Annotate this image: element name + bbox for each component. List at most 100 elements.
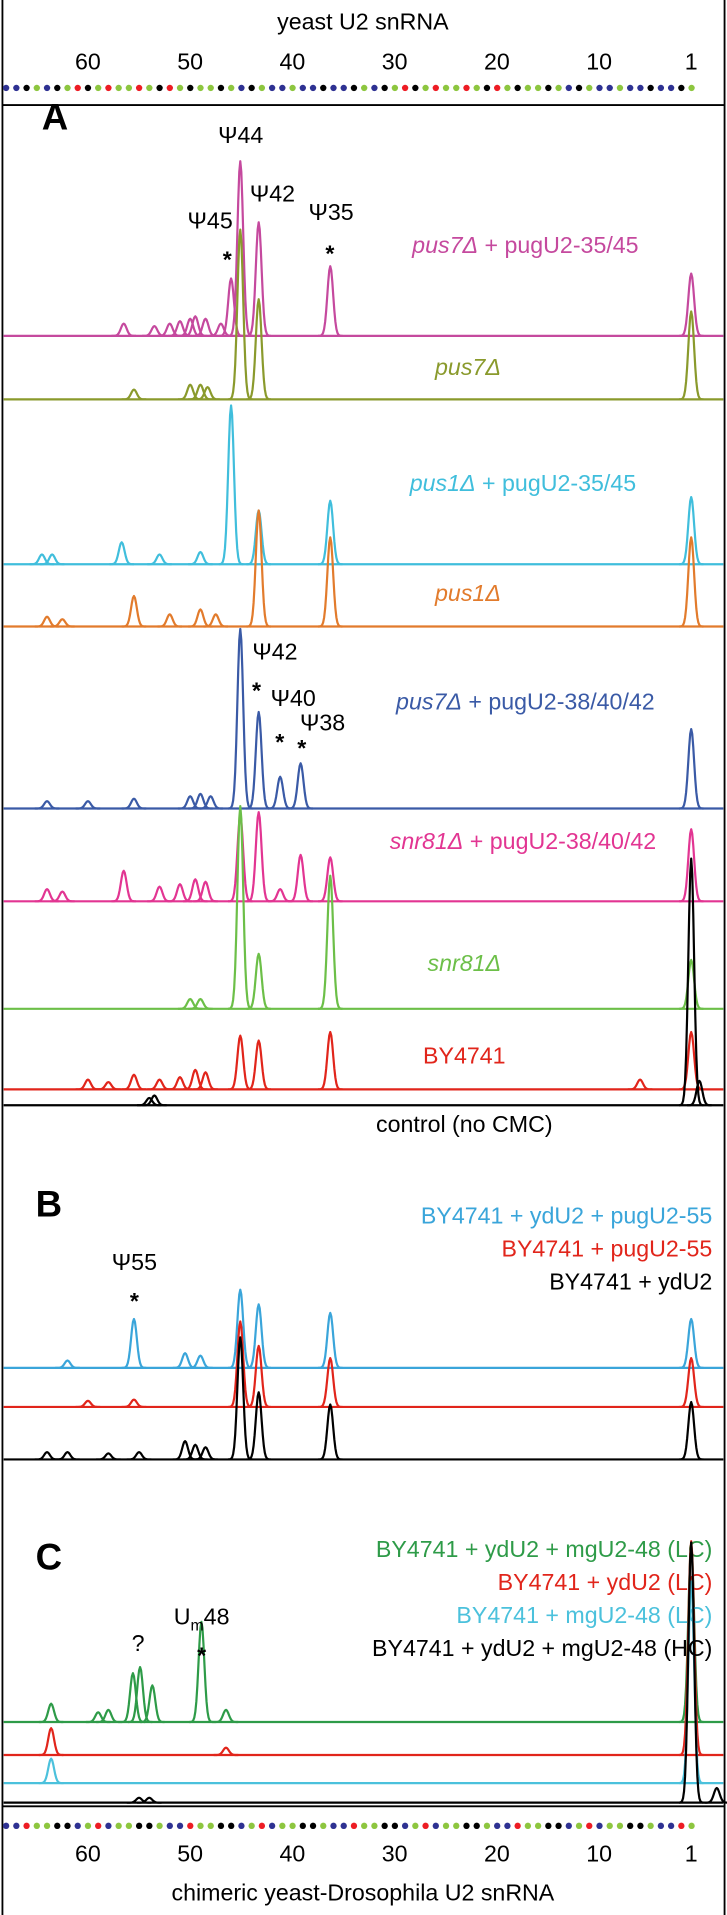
trace-peak (111, 322, 137, 337)
annotation-part: 48 (204, 1603, 230, 1629)
x-tick-label: 50 (177, 49, 203, 75)
x-tick-label: 60 (75, 49, 101, 75)
sequence-dot (555, 1822, 562, 1830)
trace-label: pus1Δ (434, 580, 501, 606)
trace-peak (121, 594, 147, 628)
trace-peak (227, 160, 253, 337)
trace-label-part: BY4741 + ydU2 (LC) (498, 1569, 713, 1595)
trace-peak (317, 1403, 343, 1461)
sequence-dot (248, 1822, 255, 1830)
annotation-star: * (130, 1288, 139, 1314)
annotation: Ψ45 (188, 207, 233, 233)
trace-label-part: control (no CMC) (376, 1111, 553, 1137)
trace-peak (147, 1078, 172, 1091)
sequence-dot (228, 1822, 235, 1830)
trace-peak (678, 310, 704, 401)
trace-peak (246, 298, 272, 401)
trace-peak (39, 553, 65, 566)
x-tick-label: 50 (177, 1840, 203, 1866)
sequence-dot (586, 84, 593, 92)
trace-peak (55, 1451, 80, 1461)
trace-peak (678, 495, 704, 566)
trace-label: BY4741 + mgU2-48 (LC) (456, 1602, 712, 1628)
trace-peak (182, 315, 208, 337)
trace-label-part: BY4741 + ydU2 + mgU2-48 (HC) (372, 1635, 712, 1661)
sequence-dot (494, 1822, 501, 1830)
sequence-dot (453, 84, 460, 92)
sequence-dot (555, 84, 562, 92)
trace-peak (246, 221, 272, 337)
sequence-dot (412, 84, 419, 92)
trace-peak (227, 627, 253, 810)
trace-peak (75, 1399, 101, 1409)
panel-letter: C (36, 1536, 62, 1577)
sequence-dot (217, 1822, 225, 1830)
sequence-dot (361, 1822, 368, 1830)
annotation-star: * (275, 729, 284, 755)
trace-peak (75, 800, 101, 810)
trace-label-part: snr81Δ (428, 950, 502, 976)
trace-peak (96, 1452, 121, 1461)
trace-peak (126, 1451, 152, 1461)
sequence-dot (381, 1822, 388, 1830)
sequence-dot (678, 1822, 685, 1830)
sequence-dot (207, 84, 214, 92)
trace-peak (678, 536, 704, 628)
trace-label: BY4741 (423, 1043, 506, 1069)
sequence-dot (524, 1822, 532, 1830)
annotation-star: * (297, 735, 306, 761)
sequence-dot (176, 84, 184, 92)
sequence-dot (657, 84, 665, 92)
sequence-dot (156, 1822, 163, 1830)
trace-peak (147, 885, 172, 903)
trace-peak (195, 386, 220, 401)
trace-peak (193, 880, 218, 903)
x-tick-label: 20 (484, 1840, 510, 1866)
sequence-dot (33, 1822, 40, 1830)
trace-peak (121, 1398, 147, 1409)
annotation-star: * (223, 246, 232, 272)
trace-label: snr81Δ (428, 950, 502, 976)
sequence-dot (74, 84, 81, 92)
sequence-dot (401, 1822, 409, 1830)
sequence-dot (350, 84, 358, 92)
sequence-dot (504, 1822, 511, 1830)
trace-peak (678, 1030, 704, 1091)
trace-peak (317, 1311, 343, 1369)
sequence-dot (545, 1822, 552, 1830)
annotation: Ψ44 (218, 122, 263, 148)
sequence-dot (422, 1822, 429, 1830)
trace-peak (267, 888, 293, 903)
trace-label-part: snr81Δ (390, 828, 464, 854)
sequence-dot (514, 1822, 521, 1830)
sequence-dot (637, 1822, 644, 1830)
trace-peak (147, 553, 172, 566)
sequence-dot (340, 1822, 347, 1830)
annotation-part: Ψ45 (188, 207, 233, 233)
sequence-dot (575, 1822, 583, 1830)
sequence-dot (473, 1822, 480, 1830)
sequence-dot (64, 1822, 71, 1830)
sequence-dot (657, 1822, 665, 1830)
sequence-dot (320, 84, 327, 92)
trace-peak (177, 997, 203, 1010)
trace-peak (317, 499, 343, 566)
trace-label: BY4741 + pugU2-55 (501, 1236, 712, 1262)
trace-peak (213, 1708, 239, 1724)
sequence-dot (207, 1822, 214, 1830)
trace-peak (317, 1030, 343, 1091)
trace-peak (96, 1708, 121, 1724)
annotation-star: * (252, 678, 261, 704)
trace-peak (317, 536, 343, 628)
trace-peak (121, 1073, 147, 1091)
trace-peak (38, 1702, 64, 1724)
sequence-dot (33, 84, 40, 92)
trace-label: BY4741 + ydU2 (LC) (498, 1569, 713, 1595)
trace-peak (38, 1757, 64, 1785)
trace-peak (317, 265, 343, 337)
trace-peak (678, 1540, 704, 1757)
trace-peak (193, 1446, 218, 1461)
trace-peak (188, 550, 213, 566)
trace-peak (678, 728, 704, 810)
